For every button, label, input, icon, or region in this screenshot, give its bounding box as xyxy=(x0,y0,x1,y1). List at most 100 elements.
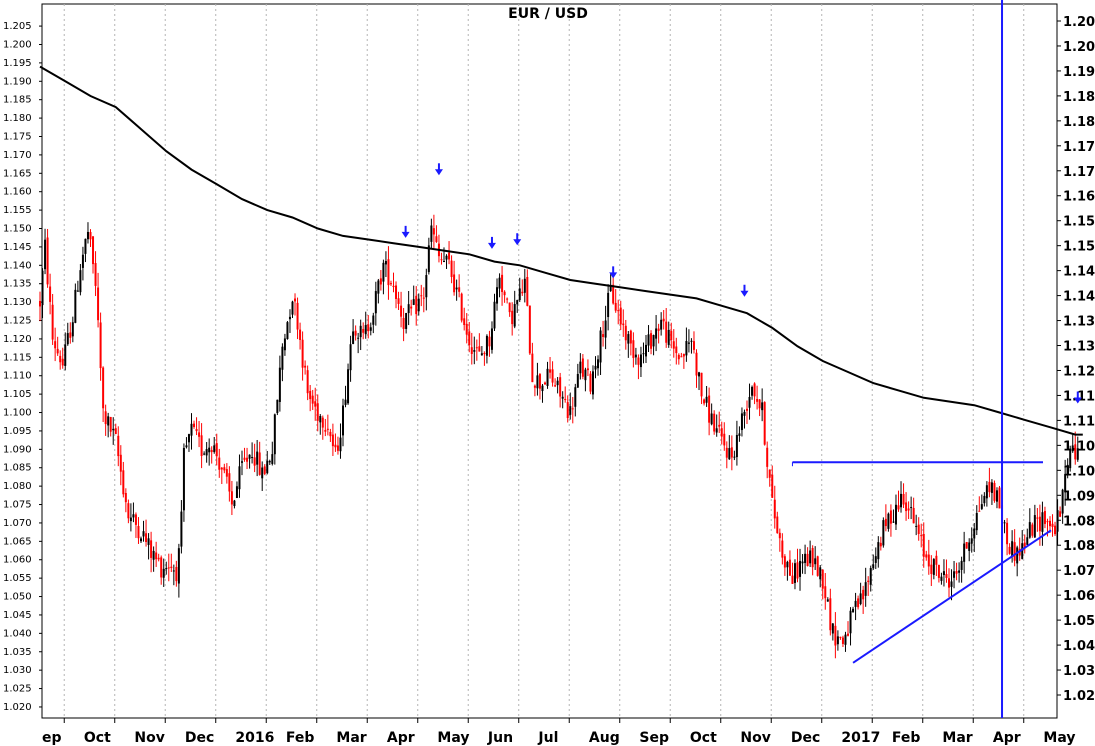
candle-body xyxy=(304,365,307,368)
x-tick-label: Feb xyxy=(892,730,921,746)
candle-body xyxy=(894,504,897,525)
right-tick-label: 1.19 xyxy=(1063,65,1095,80)
right-tick-label: 1.13 xyxy=(1063,315,1095,330)
candle-body xyxy=(652,335,655,347)
moving-average xyxy=(39,65,1083,436)
left-tick-label: 1.055 xyxy=(3,573,32,584)
candle-body xyxy=(165,568,168,570)
candle-body xyxy=(655,328,658,339)
candle-body xyxy=(443,260,445,262)
candle-body xyxy=(677,354,680,360)
candle-body xyxy=(382,262,385,282)
candle-body xyxy=(634,354,637,358)
candle-body xyxy=(968,542,971,551)
candle-body xyxy=(670,330,673,340)
candle-body xyxy=(142,531,145,537)
candle-body xyxy=(1061,489,1064,514)
candle-body xyxy=(140,538,142,542)
candle-body xyxy=(162,568,165,578)
candle-body xyxy=(74,289,77,323)
candle-body xyxy=(448,252,451,260)
right-tick-label: 1.18 xyxy=(1063,90,1095,105)
candle-body xyxy=(450,260,453,277)
left-tick-label: 1.115 xyxy=(3,352,32,363)
candle-body xyxy=(748,396,751,408)
right-tick-label: 1.14 xyxy=(1063,265,1095,280)
candle-body xyxy=(359,325,362,338)
candle-body xyxy=(705,396,708,403)
candle-body xyxy=(208,447,211,453)
candle-body xyxy=(869,567,872,585)
candle-body xyxy=(180,511,183,547)
candle-body xyxy=(1031,524,1034,536)
candle-body xyxy=(253,457,256,466)
candle-body xyxy=(692,341,695,350)
candle-body xyxy=(1026,537,1029,545)
candle-body xyxy=(71,322,74,337)
right-tick-label: 1.06 xyxy=(1063,589,1095,604)
candle-body xyxy=(788,559,791,576)
candle-body xyxy=(887,513,890,529)
candle-body xyxy=(97,287,100,321)
candle-body xyxy=(786,561,789,568)
candle-body xyxy=(740,413,743,431)
candle-body xyxy=(791,575,794,584)
candle-body xyxy=(844,634,847,645)
candle-body xyxy=(54,341,57,349)
x-tick-label: Aug xyxy=(589,730,620,746)
candle-body xyxy=(1006,522,1009,545)
candle-body xyxy=(311,395,314,404)
candle-body xyxy=(521,291,524,294)
candle-body xyxy=(84,238,87,254)
candle-body xyxy=(948,578,950,588)
candle-body xyxy=(970,538,973,544)
candle-body xyxy=(349,344,352,371)
candle-body xyxy=(561,396,564,399)
plot-frame xyxy=(41,3,1058,719)
candle-body xyxy=(811,548,814,568)
candle-body xyxy=(357,337,360,339)
candle-body xyxy=(483,352,486,355)
candle-body xyxy=(907,508,910,511)
candle-body xyxy=(1041,512,1044,532)
candle-body xyxy=(703,399,706,404)
candle-body xyxy=(963,543,966,562)
down-arrow-icon xyxy=(434,169,443,176)
candle-body xyxy=(147,538,150,545)
candle-body xyxy=(175,566,178,582)
candle-body xyxy=(99,322,102,369)
candle-body xyxy=(660,319,663,330)
candle-body xyxy=(203,453,206,455)
candle-body xyxy=(127,503,130,519)
candle-body xyxy=(554,385,557,387)
candle-body xyxy=(602,334,605,338)
candle-body xyxy=(647,334,650,346)
candle-body xyxy=(402,317,405,329)
candle-body xyxy=(157,557,160,560)
candle-body xyxy=(695,352,698,376)
candle-body xyxy=(990,482,993,493)
candle-body xyxy=(453,274,456,293)
candle-body xyxy=(690,340,693,342)
candle-body xyxy=(900,493,903,508)
candle-body xyxy=(680,356,683,358)
candle-body xyxy=(288,316,291,320)
candle-body xyxy=(1051,523,1054,527)
candle-body xyxy=(417,298,420,312)
right-tick-label: 1.02 xyxy=(1063,689,1095,704)
left-tick-label: 1.170 xyxy=(3,150,32,161)
left-tick-label: 1.045 xyxy=(3,610,32,621)
candle-body xyxy=(1011,541,1014,557)
candle-body xyxy=(796,562,799,579)
candle-body xyxy=(49,286,52,302)
candle-body xyxy=(574,387,577,407)
left-tick-label: 1.190 xyxy=(3,76,32,87)
candle-body xyxy=(352,331,355,344)
left-tick-label: 1.050 xyxy=(3,592,32,603)
candle-body xyxy=(826,599,829,602)
candle-body xyxy=(867,580,870,582)
right-tick-label: 1.03 xyxy=(1063,664,1095,679)
candle-body xyxy=(422,297,425,299)
right-tick-label: 1.10 xyxy=(1063,439,1095,454)
